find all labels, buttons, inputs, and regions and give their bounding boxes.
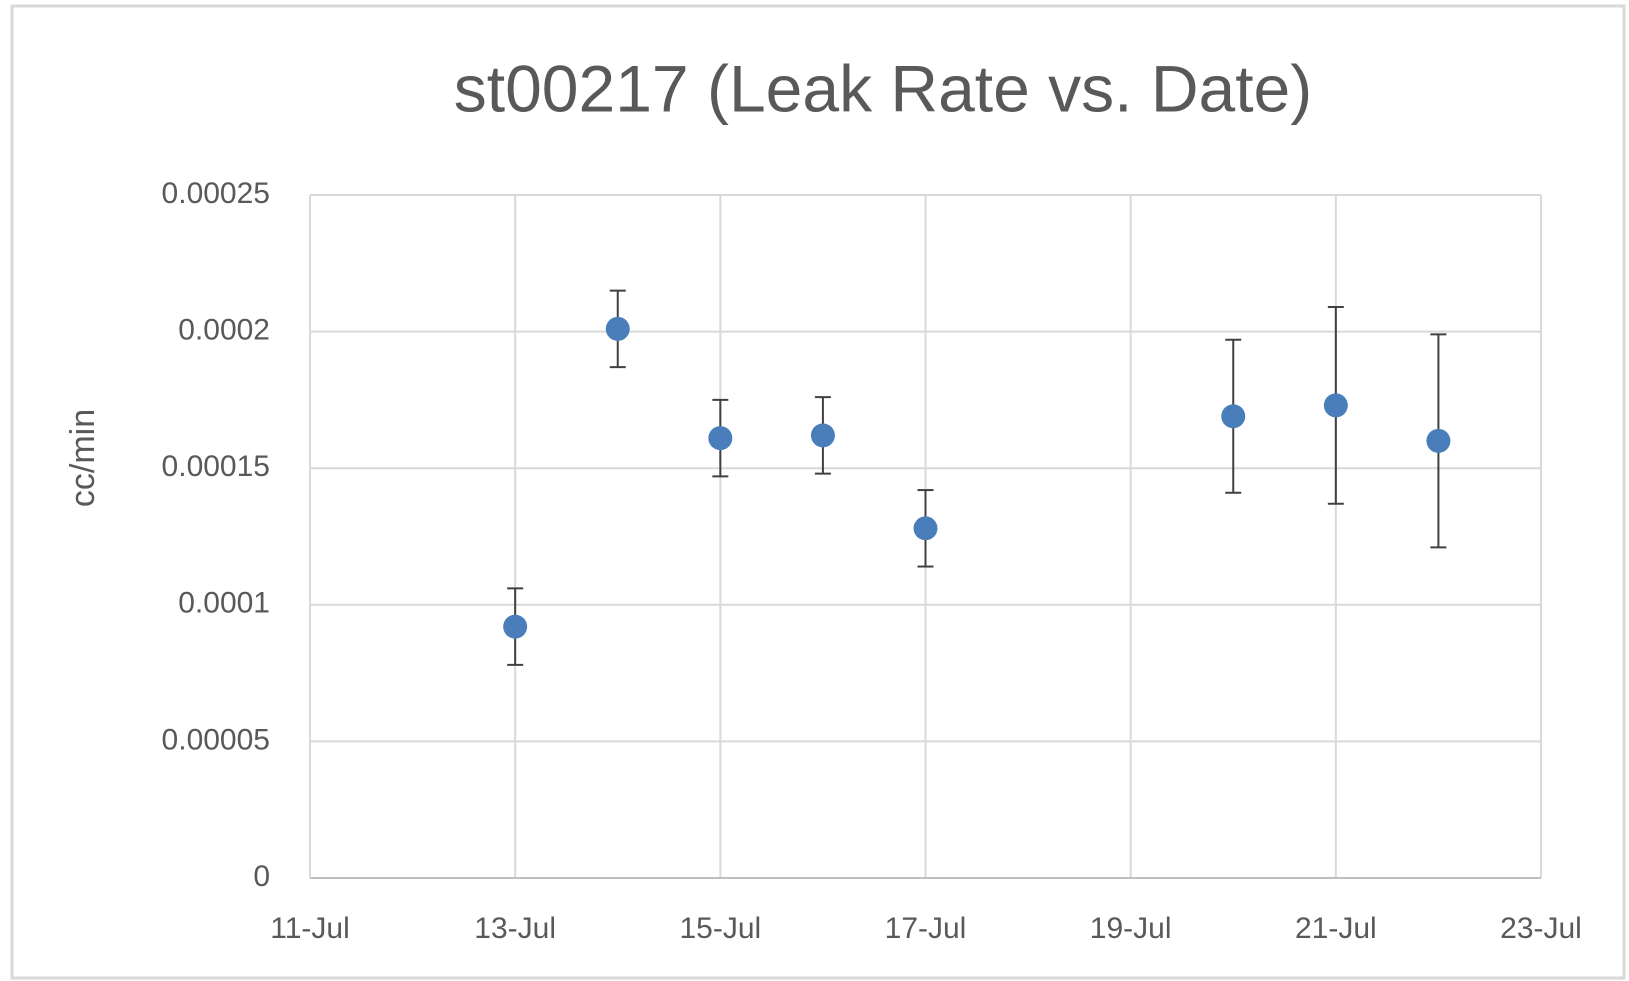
point: [1221, 404, 1246, 429]
x-tick-label: 11-Jul: [270, 912, 349, 945]
y-tick-label: 0.0001: [178, 587, 270, 620]
y-tick-label: 0.00015: [162, 450, 270, 483]
y-tick-label: 0.00005: [162, 723, 270, 756]
point: [1426, 428, 1451, 453]
point: [810, 423, 835, 448]
point: [913, 516, 938, 541]
chart-title: st00217 (Leak Rate vs. Date): [454, 51, 1312, 125]
point: [503, 614, 528, 639]
chart-border: [10, 4, 1626, 980]
y-tick-label: 0.0002: [178, 314, 270, 347]
x-tick-label: 19-Jul: [1090, 912, 1172, 945]
point: [708, 426, 733, 451]
y-axis-label: cc/min: [64, 409, 102, 507]
y-tick-label: 0: [253, 860, 270, 893]
point: [605, 316, 630, 341]
x-tick-label: 23-Jul: [1500, 912, 1582, 945]
x-tick-label: 15-Jul: [679, 912, 761, 945]
x-tick-label: 21-Jul: [1295, 912, 1377, 945]
x-tick-label: 13-Jul: [474, 912, 556, 945]
x-tick-label: 17-Jul: [885, 912, 967, 945]
y-tick-label: 0.00025: [162, 177, 270, 210]
point: [1323, 393, 1348, 418]
